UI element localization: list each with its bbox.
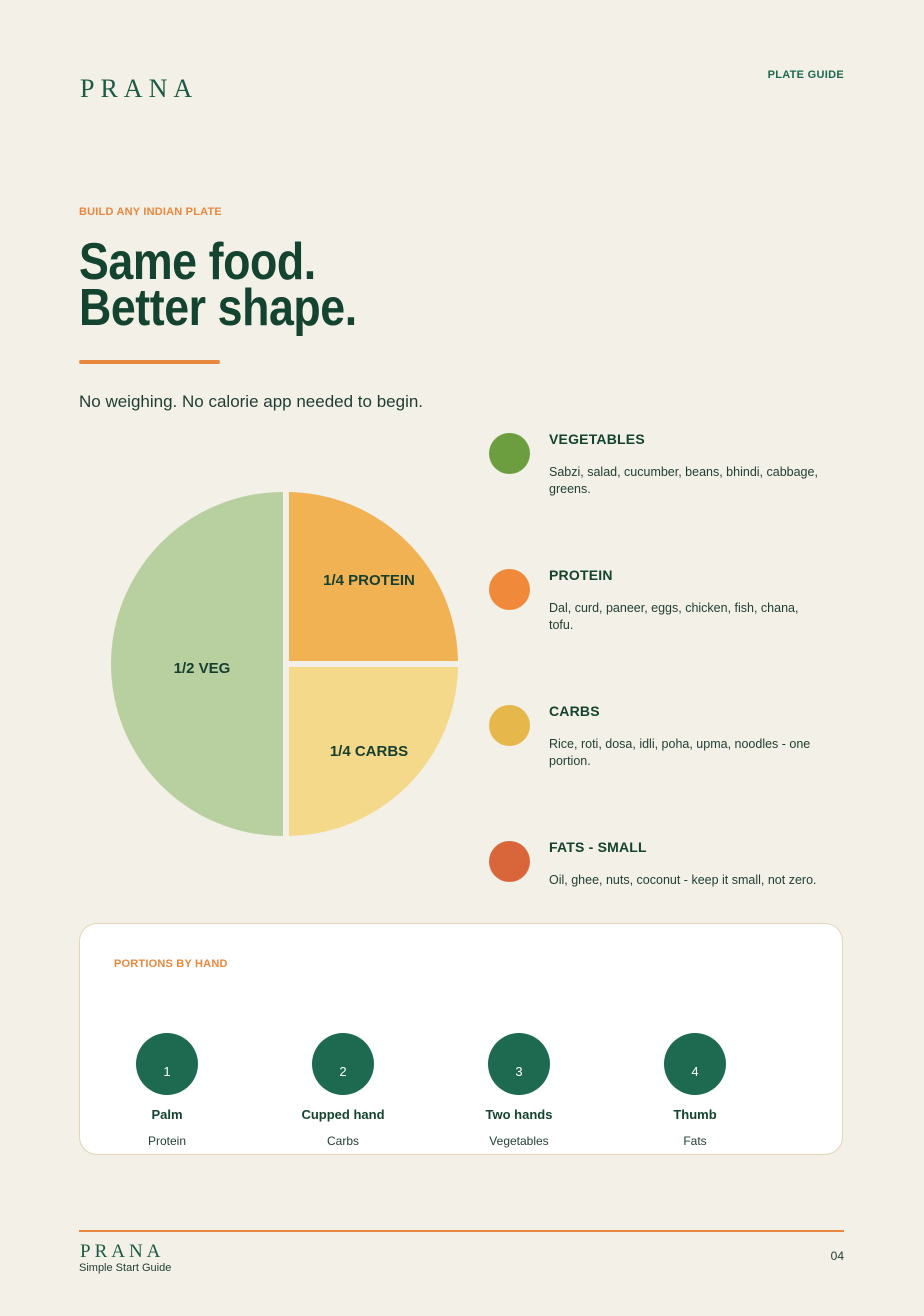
page-number: 04 (830, 1249, 844, 1263)
portion-item-cupped-hand: 2 Cupped hand Carbs (268, 1033, 418, 1148)
portions-eyebrow: PORTIONS BY HAND (114, 958, 228, 970)
plate-label-carbs: 1/4 CARBS (330, 743, 408, 760)
footer-subtitle: Simple Start Guide (79, 1262, 172, 1274)
legend-title: CARBS (549, 703, 600, 719)
portion-item-two-hands: 3 Two hands Vegetables (444, 1033, 594, 1148)
headline-line-2: Better shape. (79, 279, 357, 337)
portions-card (79, 923, 843, 1155)
legend-desc: Oil, ghee, nuts, coconut - keep it small… (549, 873, 817, 887)
page-title: Same food. Better shape. (79, 233, 357, 337)
accent-rule (79, 360, 220, 364)
brand-logo: PRANA (80, 74, 199, 103)
portion-item-thumb: 4 Thumb Fats (620, 1033, 770, 1148)
plate-label-veg: 1/2 VEG (174, 660, 231, 677)
portion-name: Cupped hand (301, 1107, 385, 1122)
legend-desc: Rice, roti, dosa, idli, poha, upma, nood… (549, 737, 811, 768)
portion-number-badge: 1 (136, 1033, 198, 1095)
portion-food: Fats (683, 1134, 707, 1148)
footer-logo: PRANA (80, 1241, 165, 1262)
legend-title: FATS - SMALL (549, 839, 647, 855)
plate-segment-veg (111, 492, 283, 836)
carbs-dot-icon (489, 705, 530, 746)
portion-number-badge: 2 (312, 1033, 374, 1095)
headline-line-1: Same food. (79, 233, 316, 291)
portion-number-badge: 4 (664, 1033, 726, 1095)
hero-subline: No weighing. No calorie app needed to be… (79, 392, 424, 411)
portion-food: Carbs (326, 1134, 359, 1148)
portion-name: Two hands (485, 1107, 553, 1122)
legend-desc: Sabzi, salad, cucumber, beans, bhindi, c… (549, 465, 818, 496)
vegetables-dot-icon (489, 433, 530, 474)
plate-label-protein: 1/4 PROTEIN (323, 572, 415, 589)
portion-name: Palm (151, 1107, 183, 1122)
portion-food: Protein (147, 1134, 187, 1148)
legend-title: PROTEIN (549, 567, 613, 583)
portion-name: Thumb (673, 1107, 717, 1122)
footer-divider (79, 1230, 844, 1232)
hero-eyebrow: BUILD ANY INDIAN PLATE (79, 206, 222, 218)
portion-item-palm: 1 Palm Protein (92, 1033, 242, 1148)
plate-segment-carbs (289, 667, 458, 836)
protein-dot-icon (489, 569, 530, 610)
plate-segment-protein (289, 492, 458, 661)
fats-dot-icon (489, 841, 530, 882)
portion-number-badge: 3 (488, 1033, 550, 1095)
section-label: PLATE GUIDE (767, 69, 844, 81)
portion-food: Vegetables (489, 1134, 549, 1148)
plate-diagram: 1/2 VEG 1/4 PROTEIN 1/4 CARBS (111, 492, 458, 836)
legend-title: VEGETABLES (549, 431, 645, 447)
legend-desc: Dal, curd, paneer, eggs, chicken, fish, … (549, 601, 799, 632)
